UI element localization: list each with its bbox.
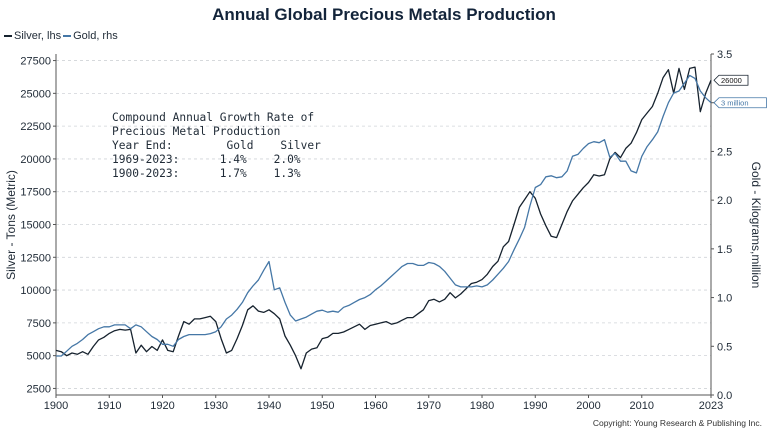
legend: Silver, lhs Gold, rhs [4, 30, 118, 42]
copyright: Copyright: Young Research & Publishing I… [592, 418, 762, 428]
y-axis-label: Silver - Tons (Metric) [4, 170, 18, 280]
series-line-gold [56, 74, 712, 357]
series-line-silver [55, 66, 712, 370]
x-tick-label-6: 1960 [363, 400, 387, 412]
end-label-silver: 26000 [713, 74, 749, 86]
end-label-box-1 [713, 97, 767, 109]
y2-axis-label: Gold - Kilograms,million [749, 162, 763, 289]
legend-item-gold: Gold, rhs [63, 30, 118, 42]
x-tick-label-10: 2000 [576, 400, 600, 412]
x-tick-label-4: 1940 [257, 400, 281, 412]
x-tick-label-11: 2010 [630, 400, 654, 412]
y-tick-label-6: 17500 [20, 187, 51, 199]
x-tick-label-1: 1910 [97, 400, 121, 412]
end-label-text-0: 26000 [721, 76, 742, 85]
annotation-line2: Precious Metal Production [112, 125, 281, 138]
x-tick-label-8: 1980 [470, 400, 494, 412]
y-tick-label-1: 5000 [27, 351, 51, 363]
end-label-text-1: 3 million [721, 99, 749, 108]
y-tick-label-4: 12500 [20, 252, 51, 264]
y-tick-label-3: 10000 [20, 285, 51, 297]
series-end-labels: 26000 3 million [713, 74, 767, 109]
y2-tick-label-4: 2.0 [717, 195, 732, 207]
legend-label-gold: Gold, rhs [73, 30, 118, 42]
x-tick-label-5: 1950 [310, 400, 334, 412]
y2-tick-label-2: 1.0 [717, 293, 732, 305]
x-tick-label-12: 2023 [699, 400, 723, 412]
y-tick-label-10: 27500 [20, 56, 51, 68]
x-tick-label-7: 1970 [417, 400, 441, 412]
y-tick-label-9: 25000 [20, 88, 51, 100]
y-tick-label-8: 22500 [20, 121, 51, 133]
annotation-row1: 1969-2023: 1.4% 2.0% [112, 153, 301, 166]
axes: 2500 5000 7500 10000 12500 15000 17500 20000 225… [20, 49, 732, 412]
x-tick-label-9: 1990 [523, 400, 547, 412]
y2-tick-label-1: 0.5 [717, 341, 732, 353]
cagr-annotation: Compound Annual Growth Rate of Precious M… [112, 111, 321, 181]
y-tick-label-0: 2500 [27, 383, 51, 395]
y-tick-label-5: 15000 [20, 220, 51, 232]
y2-tick-label-7: 3.5 [717, 49, 732, 61]
legend-label-silver: Silver, lhs [14, 30, 62, 42]
x-tick-label-0: 1900 [44, 400, 68, 412]
legend-item-silver: Silver, lhs [4, 30, 61, 42]
x-tick-label-2: 1920 [150, 400, 174, 412]
x-tick-label-3: 1930 [204, 400, 228, 412]
legend-swatch-gold [63, 35, 72, 37]
y-tick-label-7: 20000 [20, 154, 51, 166]
annotation-row2: 1900-2023: 1.7% 1.3% [112, 167, 301, 180]
series-lines [55, 66, 712, 370]
y2-tick-label-3: 1.5 [717, 244, 732, 256]
annotation-header: Year End: Gold Silver [112, 139, 321, 152]
legend-swatch-silver [4, 35, 12, 37]
chart-title: Annual Global Precious Metals Production [212, 5, 556, 24]
end-label-box-0 [713, 74, 749, 86]
end-label-gold: 3 million [713, 97, 767, 109]
grid-lines [56, 60, 711, 389]
y2-tick-label-5: 2.5 [717, 146, 732, 158]
y2-tick-label-0: 0.0 [717, 390, 732, 402]
y-tick-label-2: 7500 [27, 318, 51, 330]
annotation-line1: Compound Annual Growth Rate of [112, 111, 315, 124]
